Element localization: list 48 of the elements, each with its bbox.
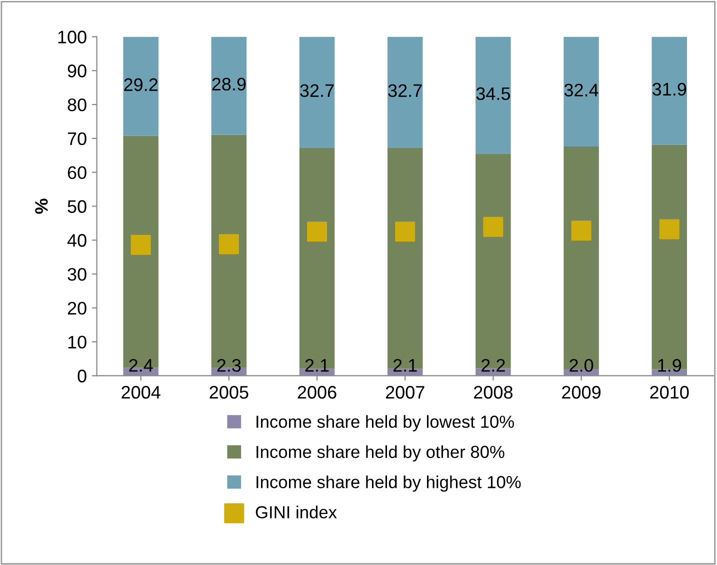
data-label: 2.1: [393, 358, 417, 372]
legend-label: GINI index: [256, 506, 337, 518]
data-label: 32.7: [388, 84, 422, 97]
data-label: 34.5: [476, 87, 510, 100]
data-label: 32.7: [300, 84, 334, 97]
bar: [123, 36, 158, 136]
y-tick-label: 80: [68, 98, 86, 112]
y-tick-label: 90: [68, 64, 86, 78]
x-tick-label: 2010: [650, 386, 689, 399]
data-label: 28.9: [212, 78, 246, 91]
point: [307, 222, 328, 242]
point: [130, 234, 151, 255]
point: [395, 222, 416, 242]
point: [483, 216, 504, 237]
x-tick-label: 2006: [298, 386, 336, 399]
bar: [211, 36, 247, 135]
bar: [387, 36, 423, 148]
data-label: 2.1: [305, 358, 329, 372]
legend-label: Income share held by highest 10%: [256, 476, 521, 492]
y-tick-label: 10: [68, 336, 86, 349]
x-tick-label: 2009: [562, 386, 601, 399]
bar: [476, 36, 511, 154]
y-tick-label: 70: [68, 132, 86, 146]
y-tick-label: 0: [78, 370, 86, 382]
bar: [652, 36, 687, 145]
x-tick-label: 2007: [386, 386, 424, 399]
point: [218, 234, 239, 254]
y-tick-label: 50: [68, 200, 86, 213]
y-axis-title: %: [35, 198, 48, 214]
point: [571, 220, 592, 241]
data-label: 31.9: [652, 82, 686, 96]
point: [659, 219, 680, 240]
bar: [564, 36, 599, 147]
y-tick-label: 60: [68, 166, 86, 180]
y-tick-label: 20: [68, 302, 86, 315]
y-tick-label: 100: [58, 30, 86, 44]
data-label: 29.2: [124, 78, 158, 92]
x-tick-label: 2005: [210, 386, 248, 399]
x-tick-label: 2004: [122, 386, 160, 399]
bar: [299, 36, 335, 148]
y-tick-label: 40: [67, 234, 86, 247]
legend-label: Income share held by lowest 10%: [256, 415, 514, 432]
x-tick-label: 2008: [474, 386, 512, 399]
data-label: 2.0: [570, 358, 594, 372]
legend-label: Income share held by other 80%: [256, 445, 504, 462]
data-label: 32.4: [564, 84, 598, 96]
y-tick-label: 30: [68, 268, 86, 281]
data-label: 1.9: [658, 358, 682, 372]
